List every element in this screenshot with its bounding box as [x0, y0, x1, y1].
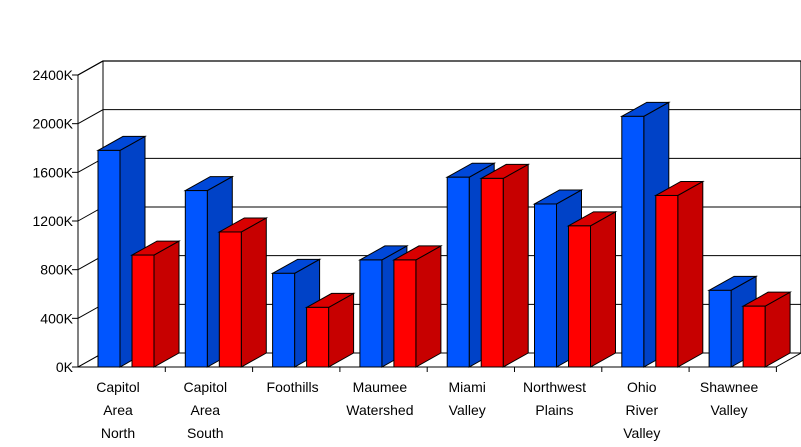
x-tick-label-line: South	[187, 425, 224, 441]
bar-front	[184, 190, 208, 368]
bar	[566, 211, 618, 368]
x-tick-label-line: Shawnee	[700, 379, 759, 395]
y-tick-label: 0K	[56, 359, 74, 375]
y-tick-label: 2000K	[33, 116, 74, 132]
x-tick-label-line: Valley	[449, 402, 486, 418]
bar-side	[502, 163, 529, 368]
y-tick-label: 400K	[40, 310, 73, 326]
x-tick-label-line: Valley	[623, 425, 660, 441]
x-tick-label-line: Miami	[449, 379, 486, 395]
bar	[217, 217, 269, 368]
bar	[653, 180, 705, 368]
x-tick-label-line: Capitol	[96, 379, 140, 395]
x-tick-label: Shawnee Valley	[700, 379, 759, 418]
x-tick-label: Northwest Plains	[523, 379, 586, 418]
bar	[304, 292, 356, 368]
bar-front	[534, 203, 557, 368]
x-tick-label-line: Foothills	[267, 379, 319, 395]
bar	[130, 240, 181, 368]
x-tick-label-line: Plains	[535, 402, 573, 418]
x-tick-label-line: Capitol	[184, 379, 228, 395]
x-tick-label-line: Maumee	[353, 379, 408, 395]
bar-front	[446, 176, 470, 368]
bar	[741, 291, 793, 368]
x-tick-label-line: North	[101, 425, 135, 441]
x-tick-label-line: Valley	[711, 402, 748, 418]
y-axis: 0K 400K 800K 1200K 1600K 2000K 2400K	[33, 67, 79, 375]
x-tick-label: Ohio River Valley	[623, 379, 660, 441]
bar-front	[218, 231, 242, 368]
bar-side	[677, 180, 704, 368]
bar-front	[97, 149, 121, 368]
gridline	[77, 60, 801, 76]
bar-front	[272, 272, 296, 368]
x-tick-label: Miami Valley	[449, 379, 486, 418]
bars	[96, 101, 793, 368]
bar-side	[153, 240, 180, 368]
bar-front	[708, 289, 732, 368]
bar	[479, 163, 531, 368]
bar-front	[480, 177, 504, 368]
x-axis: Capitol Area North Capitol Area South Foothill…	[78, 366, 777, 441]
bar-front	[742, 305, 766, 368]
bar-front	[131, 254, 155, 368]
x-tick-label-line: Northwest	[523, 379, 586, 395]
x-tick-label-line: Watershed	[346, 402, 413, 418]
y-tick-label: 2400K	[33, 67, 74, 83]
x-tick-label: Capitol Area North	[96, 379, 140, 441]
x-tick-label-line: River	[625, 402, 658, 418]
gridline	[77, 157, 801, 173]
bar	[391, 245, 443, 368]
x-tick-label-line: Area	[103, 402, 133, 418]
x-tick-label: Maumee Watershed	[346, 379, 413, 418]
x-tick-label-line: Area	[191, 402, 221, 418]
bar-front	[568, 225, 591, 368]
bar-front	[359, 259, 383, 368]
bar-front	[621, 115, 645, 368]
bar-front	[393, 259, 417, 368]
x-tick-label-line: Ohio	[627, 379, 657, 395]
y-tick-label: 1600K	[33, 164, 74, 180]
y-tick-label: 800K	[40, 262, 73, 278]
bar-side	[590, 211, 616, 368]
gridline	[77, 109, 801, 125]
x-tick-label: Foothills	[267, 379, 319, 395]
bar-side	[240, 217, 267, 368]
x-tick-label: Capitol Area South	[184, 379, 228, 441]
bar-front	[655, 194, 679, 368]
y-tick-label: 1200K	[33, 213, 74, 229]
bar-front	[306, 306, 330, 368]
bar-side	[415, 245, 442, 368]
